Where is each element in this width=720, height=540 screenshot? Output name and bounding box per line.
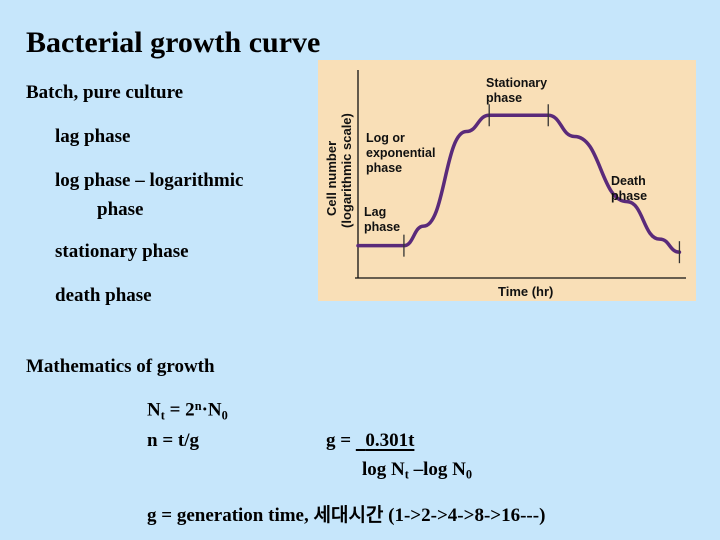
eq-g-numerator: 0.301t [356,430,415,451]
phase-label-0-line-0: Lag [364,205,386,219]
equation-g-denominator: log Nt –log N0 [362,459,472,483]
equation-nt: Nt = 2n·N0 [147,399,228,423]
bullet-log-phase: log phase – logarithmic [55,170,244,191]
eq-den-zero: 0 [465,467,473,482]
math-heading: Mathematics of growth [26,356,215,377]
eq-t-sub: t [160,408,165,423]
phase-label-2-line-0: Stationary [486,76,547,90]
eq-g-prefix: g = [326,430,356,451]
eq-equals-two: = 2 [164,399,195,421]
chart-background [318,60,696,301]
phase-label-1-line-0: Log or [366,131,405,145]
generation-time-definition: g = generation time, 세대시간 (1->2->4->8->1… [147,505,546,526]
bullet-stationary-phase: stationary phase [55,241,189,262]
chart-axes [355,70,686,279]
growth-curve-chart: Lag phase Log or exponential phase Stationary… [318,60,696,301]
growth-curve-line [356,113,682,254]
phase-label-3-line-0: Death [611,174,646,188]
phase-label-2-line-1: phase [486,91,522,105]
phase-label-0-line-1: phase [364,220,400,234]
phase-label-1-line-2: phase [366,161,402,175]
phase-label-3: Death phase [611,174,647,203]
eq-den-b: –log N [408,459,466,480]
slide-title: Bacterial growth curve [26,26,321,59]
eq-dot-n: ·N [201,399,222,421]
y-axis-label-line2: (logarithmic scale) [339,113,354,228]
eq-zero-sub: 0 [221,408,228,423]
phase-label-1-line-1: exponential [366,146,435,160]
eq-den-t: t [404,467,409,482]
equation-g: g = 0.301t [326,430,414,452]
equation-n: n = t/g [147,430,199,451]
phase-label-3-line-1: phase [611,189,647,203]
eq-n-letter: N [147,399,161,421]
eq-n-sup: n [194,399,202,413]
eq-g-numerator-text: 0.301t [365,430,415,451]
phase-label-0: Lag phase [364,205,400,234]
phase-label-2: Stationary phase [486,76,547,105]
bullet-log-phase-cont: phase [97,199,144,220]
phase-label-1: Log or exponential phase [366,131,435,175]
eq-den-a: log N [362,459,405,480]
bullet-batch-culture: Batch, pure culture [26,82,184,103]
phase-boundary-marks [403,104,681,264]
bullet-death-phase: death phase [55,285,152,306]
bullet-lag-phase: lag phase [55,126,131,147]
y-axis-label-line1: Cell number [324,141,339,216]
x-axis-label: Time (hr) [498,284,553,299]
